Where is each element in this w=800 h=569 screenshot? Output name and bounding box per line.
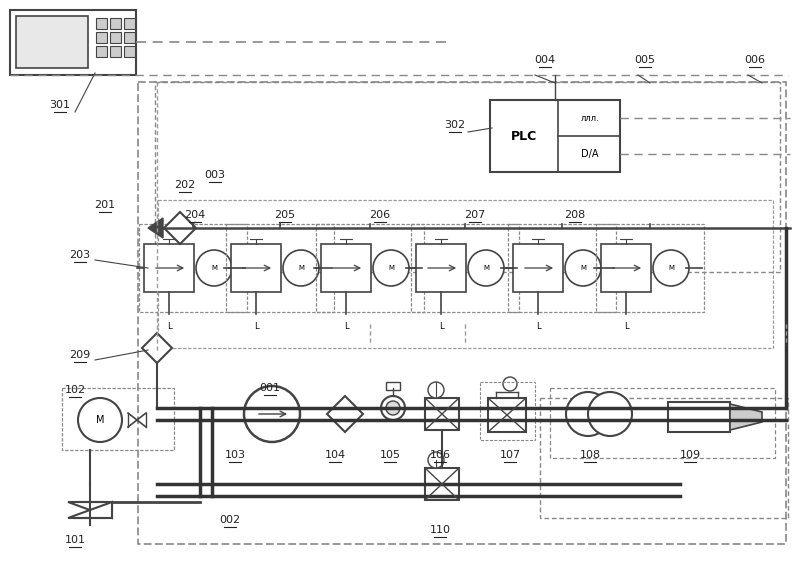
Polygon shape [730,404,762,430]
Circle shape [565,250,601,286]
Text: 104: 104 [325,450,346,460]
Text: M: M [388,265,394,271]
Text: L: L [438,322,443,331]
Text: 106: 106 [430,450,450,460]
Text: M: M [483,265,489,271]
Bar [490,100,620,172]
Polygon shape [148,218,163,238]
Circle shape [428,382,444,398]
Text: L: L [536,322,540,331]
Bar [124,18,135,29]
Bar [144,244,194,292]
Bar [96,32,107,43]
Text: M: M [211,265,217,271]
Circle shape [588,392,632,436]
Circle shape [468,250,504,286]
Bar [124,32,135,43]
Text: L: L [624,322,628,331]
Text: PLC: PLC [511,130,537,142]
Circle shape [244,386,300,442]
Text: 302: 302 [445,120,466,130]
Bar [124,46,135,57]
Bar [231,244,281,292]
Polygon shape [68,502,112,518]
Circle shape [381,396,405,420]
Text: M: M [298,265,304,271]
Text: 004: 004 [534,55,555,65]
Text: 208: 208 [564,210,586,220]
Text: ллл.: ллл. [581,113,599,122]
Bar [513,244,563,292]
Circle shape [428,452,444,468]
Polygon shape [68,502,112,518]
Circle shape [503,377,517,391]
Text: M: M [668,265,674,271]
Text: L: L [166,322,171,331]
Bar [425,468,459,500]
Text: 203: 203 [70,250,90,260]
Text: 109: 109 [679,450,701,460]
Bar [110,18,121,29]
Text: 001: 001 [259,383,281,393]
Text: 006: 006 [745,55,766,65]
Text: 103: 103 [225,450,246,460]
Text: 204: 204 [184,210,206,220]
Text: 107: 107 [499,450,521,460]
Text: L: L [254,322,258,331]
Bar [96,18,107,29]
Bar [321,244,371,292]
Bar [668,402,730,432]
Circle shape [373,250,409,286]
Polygon shape [142,333,172,363]
Text: 207: 207 [464,210,486,220]
Text: 002: 002 [219,515,241,525]
Text: 003: 003 [205,170,226,180]
Circle shape [196,250,232,286]
Bar [10,10,136,75]
Text: 209: 209 [70,350,90,360]
Text: 108: 108 [579,450,601,460]
Polygon shape [164,212,196,244]
Text: 105: 105 [379,450,401,460]
Text: 202: 202 [174,180,196,190]
Text: 102: 102 [65,385,86,395]
Text: 110: 110 [430,525,450,535]
Text: M: M [580,265,586,271]
Bar [425,398,459,430]
Text: 005: 005 [634,55,655,65]
Text: 206: 206 [370,210,390,220]
Bar [488,398,526,432]
Text: 205: 205 [274,210,295,220]
Bar [96,46,107,57]
Text: 301: 301 [50,100,70,110]
Polygon shape [327,396,363,432]
Text: L: L [344,322,348,331]
Bar [110,46,121,57]
Bar [416,244,466,292]
Circle shape [566,392,610,436]
Bar [110,32,121,43]
Circle shape [78,398,122,442]
Text: D/A: D/A [582,149,598,159]
Bar [386,382,400,390]
Text: 201: 201 [94,200,115,210]
Text: M: M [96,415,104,425]
Bar [16,16,88,68]
Bar [601,244,651,292]
Circle shape [283,250,319,286]
Circle shape [386,401,400,415]
Circle shape [653,250,689,286]
Text: 101: 101 [65,535,86,545]
